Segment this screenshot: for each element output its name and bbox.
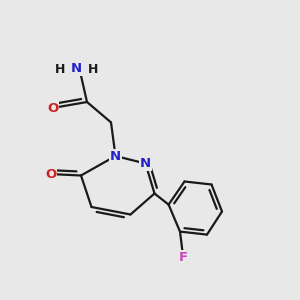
Text: N: N	[71, 62, 82, 76]
Text: F: F	[178, 250, 188, 264]
Text: H: H	[88, 63, 98, 76]
Text: O: O	[45, 167, 57, 181]
Text: H: H	[55, 63, 65, 76]
Text: N: N	[110, 149, 121, 163]
Text: O: O	[47, 101, 58, 115]
Text: N: N	[140, 157, 151, 170]
